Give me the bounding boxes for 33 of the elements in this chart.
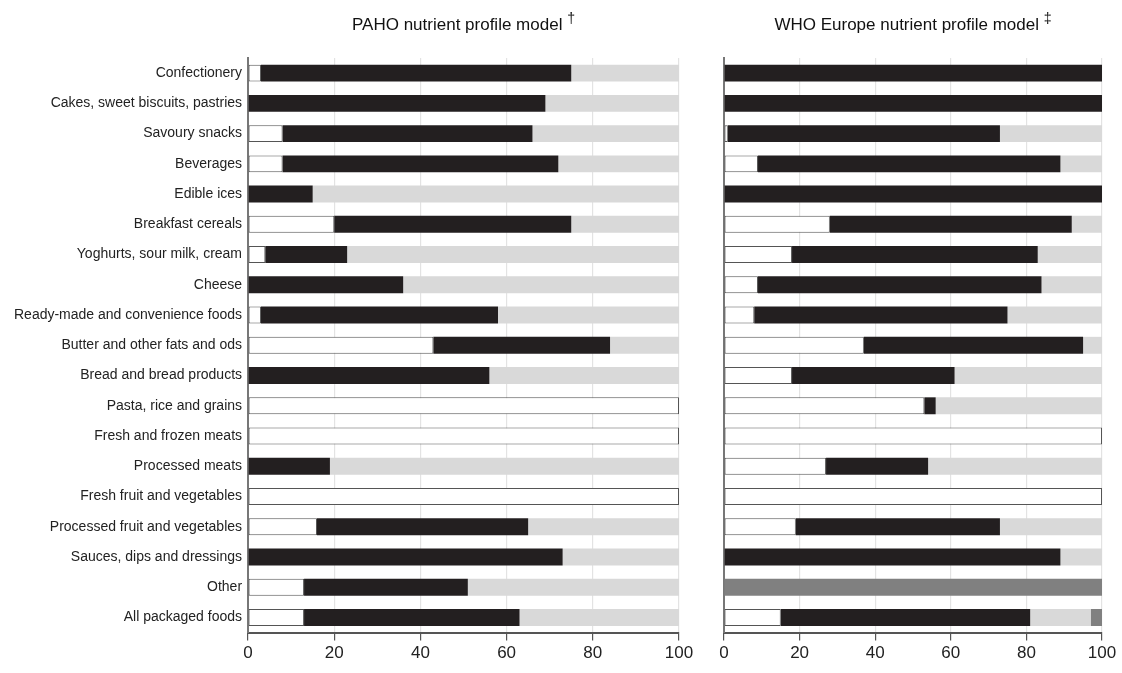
y-tick-label: Other (207, 578, 243, 595)
y-tick-label: Processed fruit and vegetables (49, 517, 243, 534)
y-tick-label: Processed meats (133, 457, 243, 474)
x-tick-label: 100 (1087, 643, 1117, 663)
y-tick-label: Confectionery (155, 63, 243, 80)
x-tick-label: 60 (497, 643, 517, 663)
x-tick-label: 0 (243, 643, 253, 663)
y-tick-label: Breakfast cereals (133, 215, 243, 232)
x-tick-label: 60 (941, 643, 961, 663)
y-tick-label: Bread and bread products (80, 366, 243, 383)
y-tick-label: Cakes, sweet biscuits, pastries (50, 94, 243, 111)
x-tick-label: 0 (719, 643, 729, 663)
chart-title: WHO Europe nutrient profile model $^{‡}$ (774, 10, 1052, 35)
x-tick-label: 40 (865, 643, 885, 663)
y-tick-label: Savoury snacks (143, 124, 243, 141)
y-tick-label: Cheese (193, 275, 243, 292)
y-tick-label: Ready-made and convenience foods (13, 305, 243, 322)
y-tick-label: Sauces, dips and dressings (70, 547, 243, 564)
y-tick-label: Edible ices (174, 184, 243, 201)
x-tick-label: 80 (1016, 643, 1036, 663)
y-tick-label: Butter and other fats and ods (61, 336, 243, 353)
y-tick-label: Fresh fruit and vegetables (80, 487, 243, 504)
y-tick-label: Pasta, rice and grains (106, 396, 243, 413)
x-tick-label: 20 (790, 643, 810, 663)
y-tick-label: Beverages (175, 154, 243, 171)
y-tick-label: Yoghurts, sour milk, cream (76, 245, 243, 262)
x-tick-label: 80 (583, 643, 603, 663)
chart-title: PAHO nutrient profile model $^{†}$ (352, 10, 576, 35)
y-tick-label: All packaged foods (123, 608, 243, 625)
y-tick-label: Fresh and frozen meats (94, 426, 243, 443)
x-tick-label: 20 (324, 643, 344, 663)
x-tick-label: 100 (664, 643, 694, 663)
x-tick-label: 40 (410, 643, 430, 663)
